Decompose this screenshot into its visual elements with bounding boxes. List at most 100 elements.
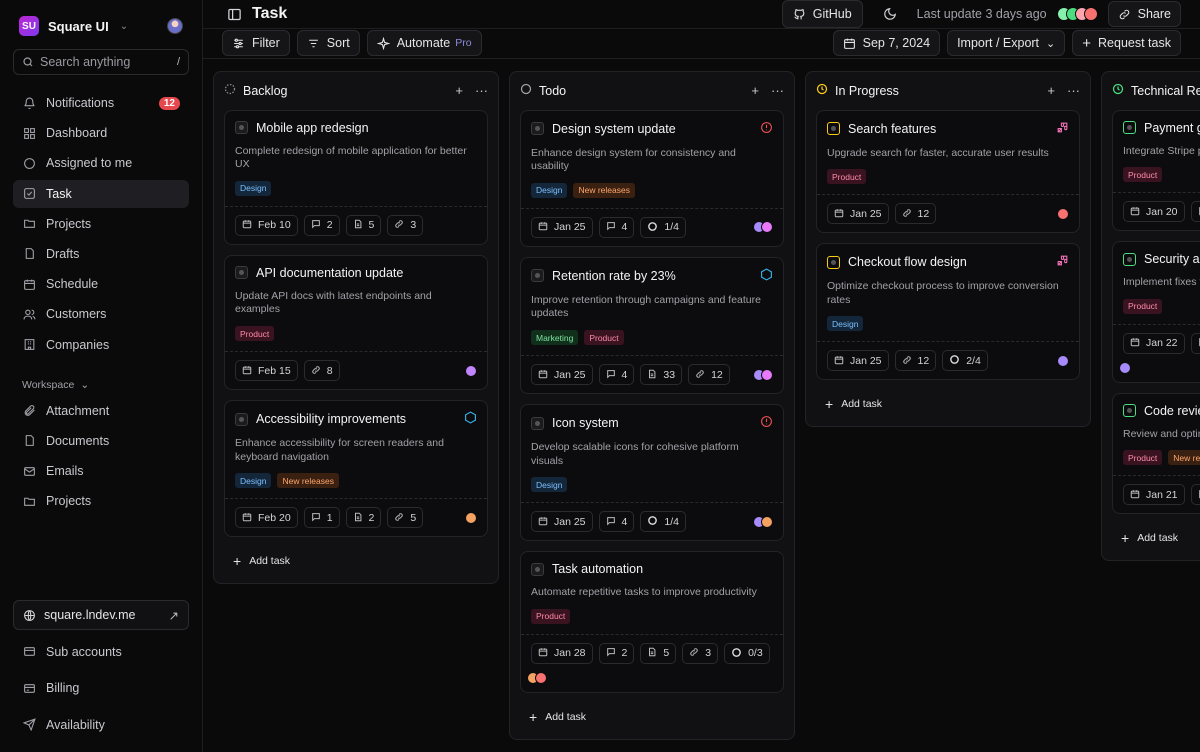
sidebar-item-documents[interactable]: Documents xyxy=(13,427,189,455)
task-card[interactable]: Accessibility improvements Enhance access… xyxy=(224,400,488,538)
task-card[interactable]: Design system update Enhance design syste… xyxy=(520,109,784,247)
comments-chip[interactable]: 4 xyxy=(598,511,635,533)
theme-toggle[interactable] xyxy=(873,1,907,27)
plus-icon[interactable]: + xyxy=(751,83,759,98)
share-button[interactable]: Share xyxy=(1107,1,1181,28)
task-card[interactable]: Task automation Automate repetitive tasks… xyxy=(520,551,784,693)
avatar[interactable] xyxy=(167,18,183,34)
date-chip[interactable]: Feb 10 xyxy=(235,214,298,236)
date-picker[interactable]: Sep 7, 2024 xyxy=(832,30,941,57)
comments-chip[interactable]: 2 xyxy=(598,642,635,664)
import-export-button[interactable]: Import / Export ⌄ xyxy=(947,30,1066,57)
task-card[interactable]: Security au Implement fixes fr Product Jan … xyxy=(1112,241,1200,383)
sidebar-item-availability[interactable]: Availability xyxy=(13,710,189,740)
sidebar-item-billing[interactable]: Billing xyxy=(13,673,189,703)
comments-chip[interactable]: 1 xyxy=(303,507,340,529)
sort-button[interactable]: Sort xyxy=(296,30,360,57)
links-chip[interactable]: 3 xyxy=(682,642,719,664)
date-chip[interactable]: Jan 25 xyxy=(827,350,889,372)
links-chip[interactable]: 12 xyxy=(688,364,730,386)
assignee-avatars[interactable] xyxy=(753,221,773,234)
task-card[interactable]: Code review Review and optimi Product New r… xyxy=(1112,392,1200,515)
sidebar-item-projects[interactable]: Projects xyxy=(13,487,189,515)
assignee-avatars[interactable] xyxy=(465,364,477,377)
sidebar-item-attachment[interactable]: Attachment xyxy=(13,397,189,425)
sidebar-item-emails[interactable]: Emails xyxy=(13,457,189,485)
request-task-button[interactable]: + Request task xyxy=(1072,30,1181,57)
add-task-button[interactable]: + Add task xyxy=(520,703,784,731)
sidebar-item-drafts[interactable]: Drafts xyxy=(13,240,189,268)
more-icon[interactable]: ··· xyxy=(1067,83,1080,98)
links-chip[interactable]: 12 xyxy=(894,203,937,225)
date-chip[interactable]: Feb 15 xyxy=(235,360,298,382)
date-chip[interactable]: Jan 25 xyxy=(531,364,593,386)
add-task-button[interactable]: + Add task xyxy=(816,390,1080,418)
date-chip[interactable]: Jan 25 xyxy=(531,511,593,533)
plus-icon[interactable]: + xyxy=(1047,83,1055,98)
assignee-avatars[interactable] xyxy=(465,511,477,524)
files-chip[interactable]: 5 xyxy=(640,642,677,664)
task-card[interactable]: Search features Upgrade search for faster… xyxy=(816,109,1080,234)
progress-chip[interactable]: 2/4 xyxy=(942,350,988,372)
more-icon[interactable]: ··· xyxy=(475,83,488,98)
task-description: Complete redesign of mobile application … xyxy=(235,144,467,171)
search-input[interactable]: Search anything / xyxy=(13,49,189,75)
comments-chip[interactable] xyxy=(1190,484,1200,506)
assignee-avatars[interactable] xyxy=(1119,361,1200,382)
sidebar-item-schedule[interactable]: Schedule xyxy=(13,270,189,298)
date-chip[interactable]: Jan 22 xyxy=(1123,332,1185,354)
sidebar-toggle-icon[interactable] xyxy=(227,7,242,22)
plus-icon[interactable]: + xyxy=(455,83,463,98)
comments-chip[interactable]: 2 xyxy=(303,214,340,236)
add-task-button[interactable]: + Add task xyxy=(224,547,488,575)
task-card[interactable]: API documentation update Update API docs … xyxy=(224,254,488,391)
links-chip[interactable]: 3 xyxy=(387,214,424,236)
sidebar-item-projects[interactable]: Projects xyxy=(13,210,189,238)
more-icon[interactable]: ··· xyxy=(771,83,784,98)
filter-button[interactable]: Filter xyxy=(222,30,290,57)
date-chip[interactable]: Jan 25 xyxy=(827,203,889,225)
sidebar-item-assigned-to-me[interactable]: Assigned to me xyxy=(13,149,189,177)
comments-chip[interactable] xyxy=(1190,201,1200,223)
progress-chip[interactable]: 1/4 xyxy=(640,216,686,238)
assignee-avatars[interactable] xyxy=(1057,207,1069,220)
date-chip[interactable]: Feb 20 xyxy=(235,507,298,529)
links-chip[interactable]: 5 xyxy=(387,507,424,529)
task-card[interactable]: Payment ga Integrate Stripe pa Product Jan … xyxy=(1112,109,1200,232)
files-chip[interactable]: 2 xyxy=(345,507,382,529)
workspace-section[interactable]: Workspace ⌄ xyxy=(22,379,189,391)
automate-button[interactable]: Automate Pro xyxy=(366,30,482,57)
links-chip[interactable]: 8 xyxy=(303,360,340,382)
task-card[interactable]: Checkout flow design Optimize checkout pr… xyxy=(816,243,1080,381)
workspace-switcher[interactable]: SU Square UI ⌄ xyxy=(13,0,189,52)
task-card[interactable]: Retention rate by 23% Improve retention t… xyxy=(520,256,784,395)
comments-chip[interactable]: 4 xyxy=(598,364,635,386)
date-chip[interactable]: Jan 25 xyxy=(531,216,593,238)
files-chip[interactable]: 33 xyxy=(640,364,683,386)
sidebar-item-task[interactable]: Task xyxy=(13,179,189,208)
sidebar-item-dashboard[interactable]: Dashboard xyxy=(13,119,189,147)
comments-chip[interactable]: 4 xyxy=(598,216,635,238)
sidebar-item-notifications[interactable]: Notifications 12 xyxy=(13,89,189,117)
assignee-avatars[interactable] xyxy=(753,515,773,528)
github-button[interactable]: GitHub xyxy=(781,0,863,29)
sidebar-item-customers[interactable]: Customers xyxy=(13,300,189,328)
site-link[interactable]: square.lndev.me ↗ xyxy=(13,600,189,630)
progress-chip[interactable]: 1/4 xyxy=(640,511,686,533)
assignee-avatars[interactable] xyxy=(527,671,773,692)
comments-chip[interactable] xyxy=(1190,332,1200,354)
assignee-avatars[interactable] xyxy=(1057,354,1069,367)
sidebar-item-sub-accounts[interactable]: Sub accounts xyxy=(13,637,189,667)
progress-chip[interactable]: 0/3 xyxy=(724,642,770,664)
assignee-avatars[interactable] xyxy=(753,368,773,381)
files-chip[interactable]: 5 xyxy=(345,214,382,236)
date-chip[interactable]: Jan 28 xyxy=(531,642,593,664)
date-chip[interactable]: Jan 20 xyxy=(1123,201,1185,223)
task-card[interactable]: Icon system Develop scalable icons for co… xyxy=(520,404,784,542)
add-task-button[interactable]: + Add task xyxy=(1112,524,1200,552)
date-chip[interactable]: Jan 21 xyxy=(1123,484,1185,506)
sidebar-item-companies[interactable]: Companies xyxy=(13,331,189,359)
collaborator-avatars[interactable] xyxy=(1056,7,1098,22)
task-card[interactable]: Mobile app redesign Complete redesign of … xyxy=(224,109,488,245)
links-chip[interactable]: 12 xyxy=(894,350,937,372)
